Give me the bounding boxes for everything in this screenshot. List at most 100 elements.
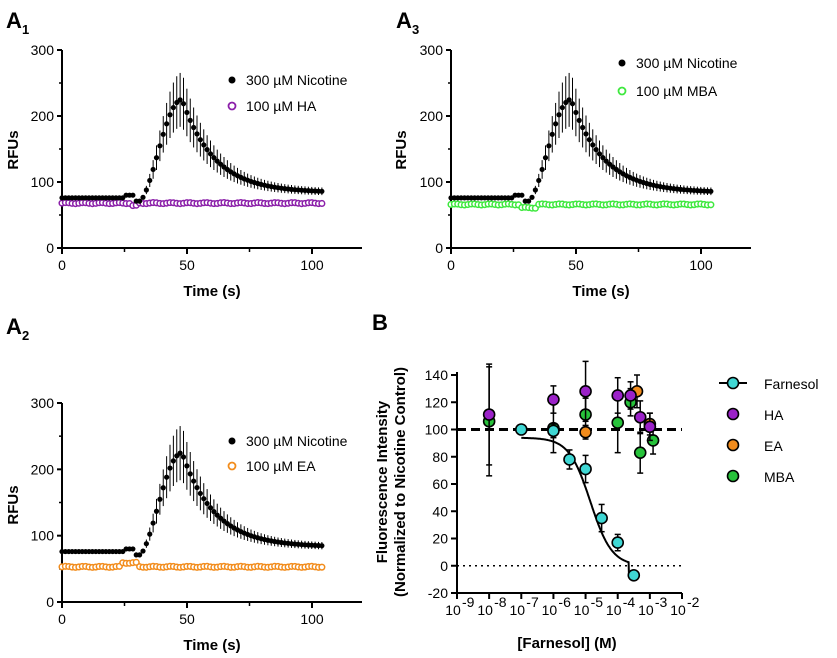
x-tick-exponent: -8 xyxy=(494,594,507,610)
legend-label-b-2: EA xyxy=(764,438,783,454)
nicotine-point xyxy=(201,142,207,148)
nicotine-point xyxy=(160,485,166,491)
y-tick-label: 200 xyxy=(31,108,55,124)
nicotine-point xyxy=(539,166,545,173)
point-farnesol-6 xyxy=(627,568,641,582)
nicotine-point xyxy=(130,546,136,552)
nicotine-point xyxy=(197,137,203,143)
nicotine-point xyxy=(542,155,549,161)
legend-label-b-3: MBA xyxy=(764,469,795,485)
nicotine-point xyxy=(576,117,582,123)
control-point xyxy=(318,563,326,571)
y-axis-label-a2: RFUs xyxy=(5,485,22,524)
x-tick-label: 10 xyxy=(509,602,525,618)
x-tick-label: 10 xyxy=(606,602,622,618)
point-farnesol-4 xyxy=(595,511,608,525)
y-axis-label-a3: RFUs xyxy=(393,130,410,169)
x-tick-label: 10 xyxy=(670,602,686,618)
point-ha-1 xyxy=(547,393,560,406)
nicotine-point xyxy=(590,142,596,148)
point-ha-3 xyxy=(611,389,625,402)
y-tick-label: 20 xyxy=(432,531,448,547)
nicotine-point xyxy=(167,112,173,118)
panel-label-a2: A xyxy=(6,314,22,339)
nicotine-point xyxy=(180,101,187,107)
x-axis-label-a2: Time (s) xyxy=(183,637,240,654)
y-tick-label: -20 xyxy=(428,585,448,601)
nicotine-point xyxy=(603,158,609,164)
point-ea-0 xyxy=(579,425,592,439)
y-tick-label: 200 xyxy=(420,108,444,124)
panel-a1: A 1 Time (s) RFUs 300 µM Nicotine 100 µM… xyxy=(5,8,362,300)
nicotine-point xyxy=(194,484,200,491)
point-farnesol-1 xyxy=(547,424,560,438)
y-axis-label-b: Fluorescence Intensity xyxy=(374,400,391,563)
nicotine-point xyxy=(191,478,197,484)
x-tick-label: 0 xyxy=(447,257,455,273)
y-tick-label: 0 xyxy=(46,594,54,610)
nicotine-point xyxy=(187,471,193,477)
y-tick-label: 80 xyxy=(432,449,448,465)
x-tick-exponent: -6 xyxy=(558,594,571,610)
x-tick-label: 10 xyxy=(477,602,493,618)
y-tick-label: 200 xyxy=(31,461,55,477)
nicotine-point xyxy=(147,177,153,184)
nicotine-point xyxy=(153,155,160,161)
y-axis-label-b-2: (Normalized to Nicotine Control) xyxy=(392,367,409,597)
legend-marker-farnesol xyxy=(726,376,740,390)
y-tick-label: 300 xyxy=(31,395,55,411)
point-farnesol-0 xyxy=(514,423,528,436)
point-ha-5 xyxy=(633,410,647,424)
x-tick-label: 100 xyxy=(689,257,713,273)
nicotine-point xyxy=(167,465,173,471)
nicotine-point xyxy=(586,137,592,143)
y-tick-label: 100 xyxy=(425,422,449,438)
legend-label-a3-0: 300 µM Nicotine xyxy=(636,55,738,71)
legend-label-a2-1: 100 µM EA xyxy=(246,458,316,474)
nicotine-point xyxy=(140,548,146,554)
y-tick-label: 300 xyxy=(31,42,55,58)
nicotine-point xyxy=(546,143,552,149)
y-axis-label-a1: RFUs xyxy=(5,130,22,169)
x-tick-label: 0 xyxy=(58,257,66,273)
nicotine-point xyxy=(191,124,197,131)
x-tick-label: 0 xyxy=(58,611,66,627)
fit-curve-farnesol xyxy=(521,436,630,577)
y-tick-label: 0 xyxy=(435,240,443,256)
nicotine-point xyxy=(207,151,214,157)
nicotine-point xyxy=(211,155,217,161)
y-tick-label: 100 xyxy=(31,174,55,190)
nicotine-point xyxy=(566,97,572,103)
control-point xyxy=(707,201,715,209)
panel-a2: A 2 Time (s) RFUs 300 µM Nicotine 100 µM… xyxy=(5,314,362,654)
nicotine-point xyxy=(184,109,190,116)
y-tick-label: 100 xyxy=(31,528,55,544)
legend-marker-nicotine xyxy=(228,437,236,445)
panel-label-a1: A xyxy=(6,8,22,33)
x-tick-label: 10 xyxy=(638,602,654,618)
x-tick-label: 10 xyxy=(542,602,558,618)
nicotine-point xyxy=(553,121,559,127)
nicotine-point xyxy=(153,508,160,514)
x-tick-exponent: -5 xyxy=(591,594,604,610)
y-tick-label: 300 xyxy=(420,42,444,58)
panel-sub-a2: 2 xyxy=(22,328,29,343)
nicotine-point xyxy=(580,124,586,131)
x-tick-exponent: -3 xyxy=(655,594,668,610)
legend-label-b-0: Farnesol xyxy=(764,376,818,392)
nicotine-point xyxy=(573,109,579,116)
x-axis-label-a3: Time (s) xyxy=(572,283,629,300)
x-tick-label: 10 xyxy=(445,602,461,618)
y-tick-label: 100 xyxy=(420,174,444,190)
nicotine-point xyxy=(147,531,153,537)
nicotine-point xyxy=(140,194,146,200)
panel-label-b: B xyxy=(372,310,388,335)
x-tick-label: 100 xyxy=(300,257,324,273)
nicotine-point xyxy=(164,121,170,127)
nicotine-point xyxy=(319,188,325,194)
legend-label-a3-1: 100 µM MBA xyxy=(636,83,718,99)
nicotine-point xyxy=(708,188,714,194)
nicotine-point xyxy=(519,192,525,198)
x-axis-label-a1: Time (s) xyxy=(183,283,240,300)
nicotine-point xyxy=(211,509,217,515)
